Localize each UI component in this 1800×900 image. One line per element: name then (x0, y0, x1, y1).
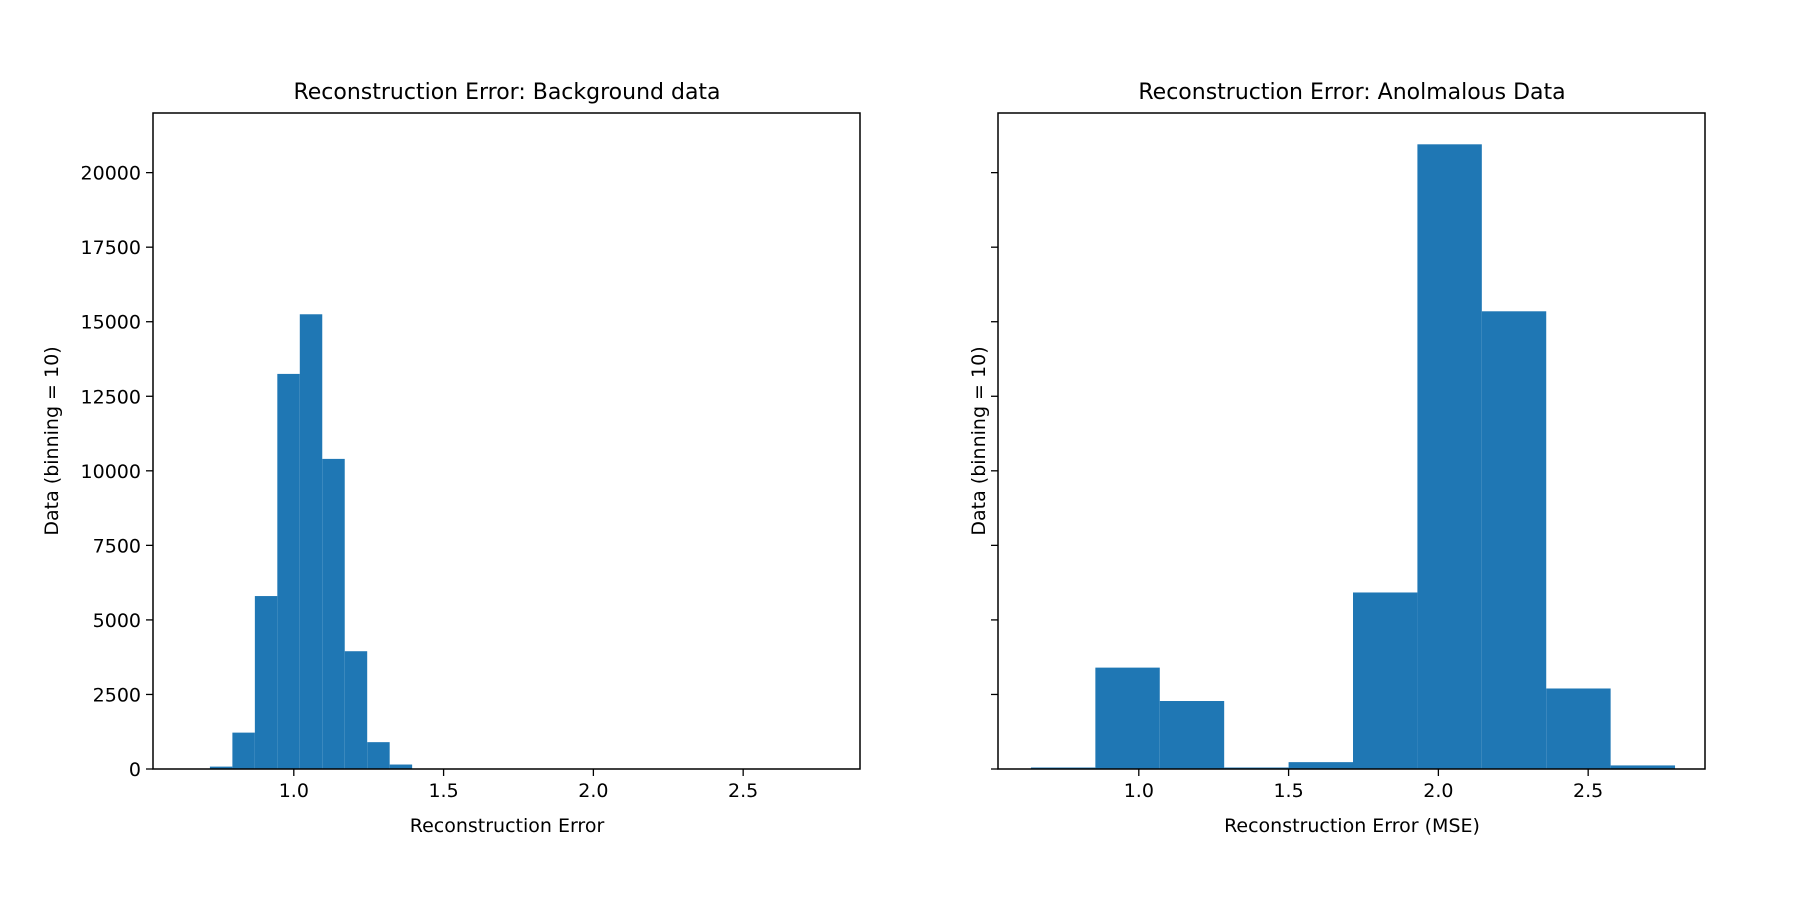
right-histogram-bar (1610, 765, 1676, 769)
left-y-tick-label: 15000 (81, 312, 141, 334)
left-y-tick-label: 5000 (93, 610, 141, 632)
right-histogram-bar (1288, 762, 1353, 769)
left-histogram-bars (209, 314, 413, 769)
right-histogram-bar (1546, 688, 1611, 769)
left-y-tick-label: 0 (129, 759, 141, 781)
right-histogram-bar (1417, 144, 1482, 769)
left-y-tick-label: 12500 (81, 386, 141, 408)
left-histogram-bar (367, 742, 390, 769)
right-histogram-bar (1095, 667, 1160, 769)
right-histogram-bars (1030, 144, 1676, 769)
left-histogram-panel: Reconstruction Error: Background data Re… (41, 80, 861, 837)
right-x-tick-label: 2.5 (1573, 780, 1603, 802)
right-x-ticks: 1.0 1.5 2.0 2.5 (1124, 769, 1603, 802)
left-y-tick-label: 10000 (81, 461, 141, 483)
left-y-axis-label: Data (binning = 10) (41, 346, 63, 535)
right-histogram-bar (1159, 701, 1225, 769)
left-chart-title: Reconstruction Error: Background data (293, 80, 720, 105)
left-histogram-bar (209, 766, 233, 769)
left-x-tick-label: 2.5 (728, 780, 758, 802)
right-y-axis-label: Data (binning = 10) (968, 346, 990, 535)
left-y-tick-label: 20000 (81, 163, 141, 185)
right-y-ticks (991, 171, 998, 770)
left-y-ticks: 0 2500 5000 7500 10000 12500 15000 17500 20000 (81, 163, 153, 781)
right-x-tick-label: 1.0 (1124, 780, 1154, 802)
left-y-tick-label: 7500 (93, 535, 141, 557)
left-x-ticks: 1.0 1.5 2.0 2.5 (279, 769, 758, 802)
left-plot-frame (152, 112, 861, 770)
right-histogram-bar (1353, 592, 1418, 769)
left-x-tick-label: 1.0 (279, 780, 309, 802)
right-x-tick-label: 1.5 (1273, 780, 1303, 802)
right-x-tick-label: 2.0 (1423, 780, 1453, 802)
left-x-axis-label: Reconstruction Error (410, 815, 605, 837)
left-y-tick-label: 17500 (81, 237, 141, 259)
right-plot-frame (997, 112, 1706, 770)
left-histogram-bar (232, 732, 255, 769)
left-histogram-bar (299, 314, 323, 769)
left-histogram-bar (344, 651, 368, 769)
right-histogram-bar (1481, 311, 1547, 769)
right-histogram-panel: Reconstruction Error: Anolmalous Data Re… (968, 80, 1706, 837)
left-histogram-bar (322, 458, 345, 769)
right-chart-title: Reconstruction Error: Anolmalous Data (1138, 80, 1565, 105)
left-y-tick-label: 2500 (93, 684, 141, 706)
right-x-axis-label: Reconstruction Error (MSE) (1224, 815, 1480, 837)
left-x-tick-label: 1.5 (428, 780, 458, 802)
left-histogram-bar (277, 373, 300, 769)
left-histogram-bar (389, 764, 413, 769)
left-x-tick-label: 2.0 (578, 780, 608, 802)
left-histogram-bar (254, 596, 278, 769)
